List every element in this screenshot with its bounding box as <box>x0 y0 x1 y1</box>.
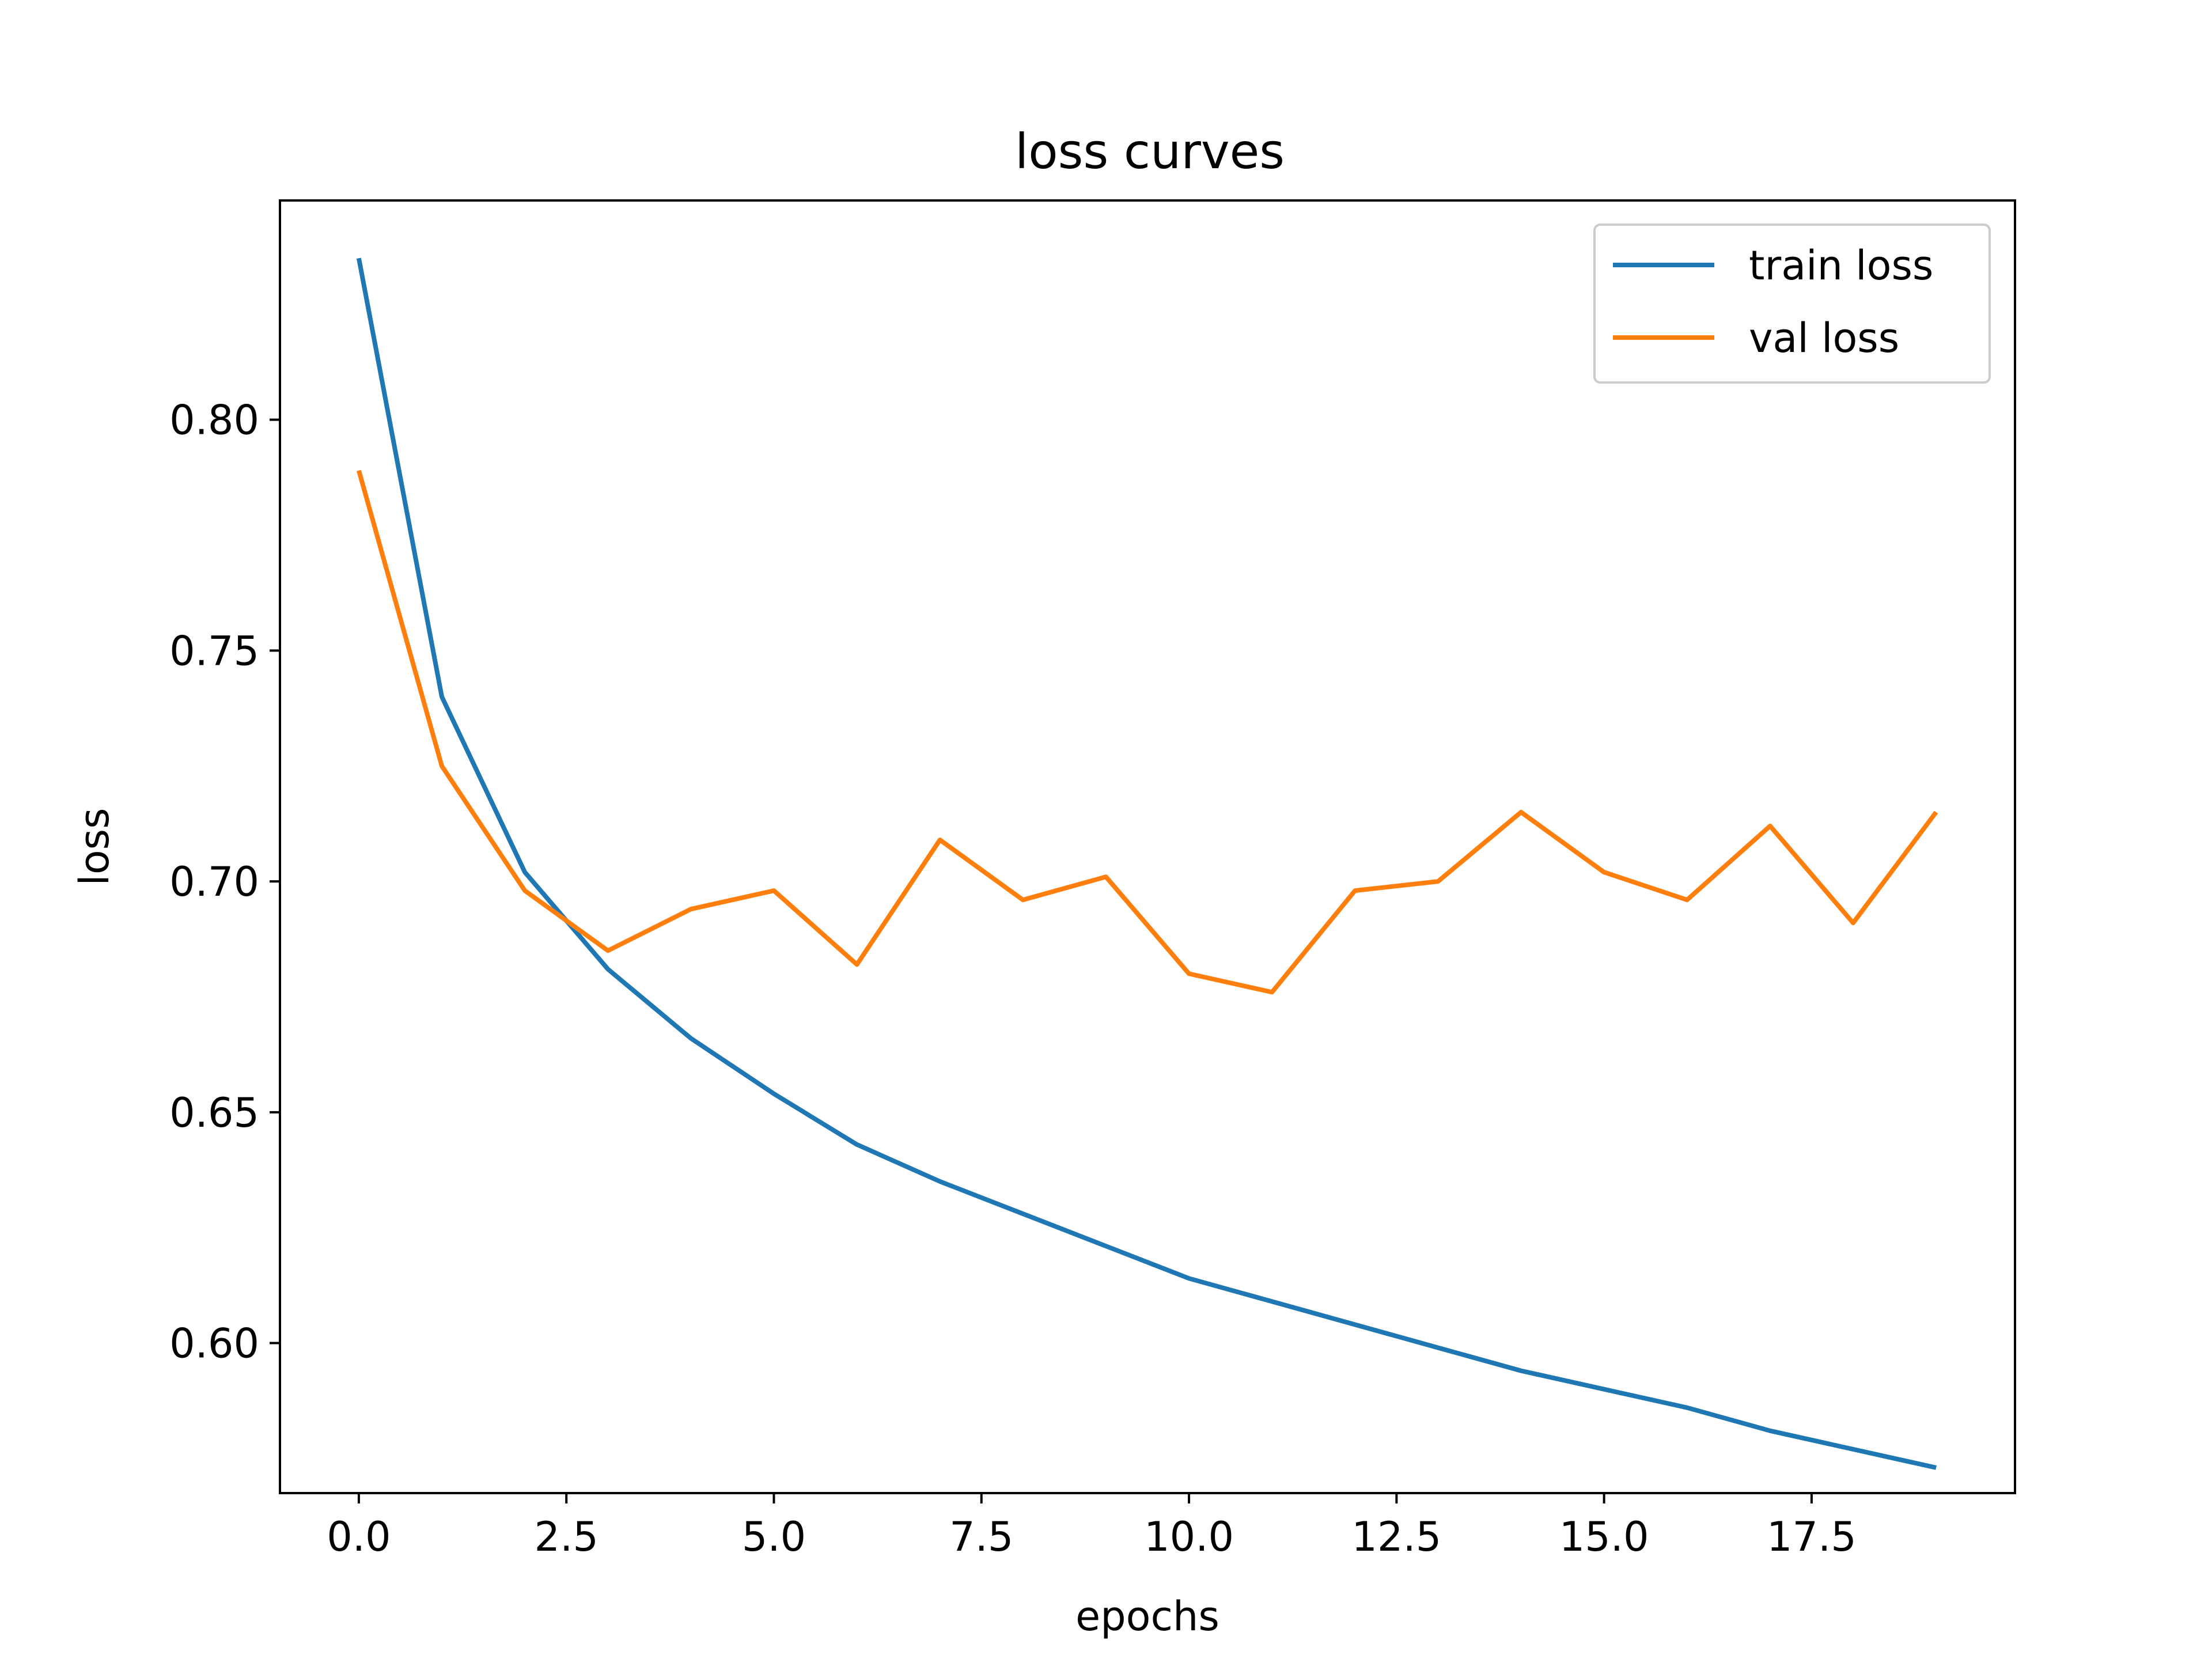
y-tick-label: 0.75 <box>169 627 259 675</box>
chart-title: loss curves <box>1015 123 1285 180</box>
series-line-val-loss <box>357 469 1938 995</box>
legend: train loss val loss <box>1593 224 1991 384</box>
x-tick-label: 2.5 <box>535 1513 599 1560</box>
plot-area <box>356 257 1938 1470</box>
series-line-train-loss <box>356 257 1937 1470</box>
axes-frame <box>279 199 2016 1494</box>
x-axis-ticks: 0.0 2.5 5.0 7.5 10.0 12.5 15.0 17.5 <box>327 1493 1857 1560</box>
y-tick-label: 0.80 <box>169 397 259 444</box>
x-tick-label: 12.5 <box>1351 1513 1441 1560</box>
legend-label-val-loss: val loss <box>1749 315 1899 362</box>
x-tick-label: 17.5 <box>1767 1513 1857 1560</box>
y-axis-ticks: 0.60 0.65 0.70 0.75 0.80 <box>169 397 280 1368</box>
x-tick-label: 5.0 <box>742 1513 806 1560</box>
x-tick-label: 10.0 <box>1144 1513 1234 1560</box>
y-tick-label: 0.60 <box>169 1320 259 1368</box>
y-axis-label: loss <box>71 808 118 885</box>
x-tick-label: 0.0 <box>327 1513 391 1560</box>
legend-label-train-loss: train loss <box>1749 242 1933 289</box>
x-axis-label: epochs <box>1075 1593 1219 1640</box>
y-tick-label: 0.65 <box>169 1089 259 1137</box>
y-tick-label: 0.70 <box>169 858 259 906</box>
x-tick-label: 7.5 <box>949 1513 1013 1560</box>
x-tick-label: 15.0 <box>1559 1513 1649 1560</box>
